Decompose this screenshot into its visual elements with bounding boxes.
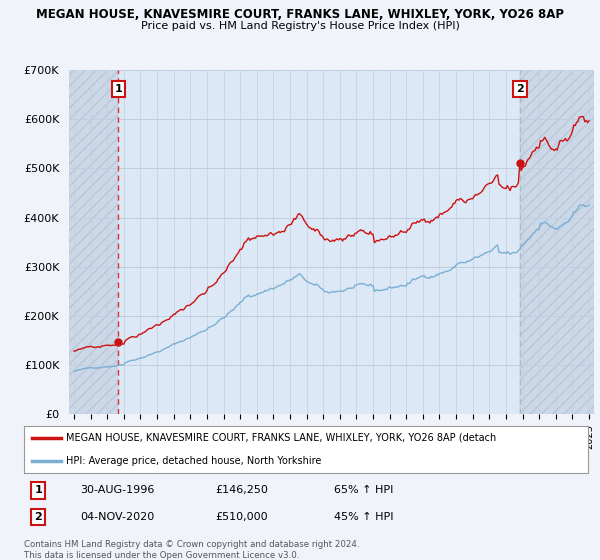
Text: MEGAN HOUSE, KNAVESMIRE COURT, FRANKS LANE, WHIXLEY, YORK, YO26 8AP: MEGAN HOUSE, KNAVESMIRE COURT, FRANKS LA… <box>36 8 564 21</box>
Text: 65% ↑ HPI: 65% ↑ HPI <box>334 486 394 496</box>
Text: 45% ↑ HPI: 45% ↑ HPI <box>334 512 394 522</box>
Text: Contains HM Land Registry data © Crown copyright and database right 2024.
This d: Contains HM Land Registry data © Crown c… <box>24 540 359 560</box>
Text: £510,000: £510,000 <box>216 512 268 522</box>
Text: HPI: Average price, detached house, North Yorkshire: HPI: Average price, detached house, Nort… <box>66 456 322 466</box>
Text: 30-AUG-1996: 30-AUG-1996 <box>80 486 155 496</box>
Text: 1: 1 <box>115 84 122 94</box>
Text: 04-NOV-2020: 04-NOV-2020 <box>80 512 155 522</box>
Text: 1: 1 <box>34 486 42 496</box>
Bar <box>69 70 118 414</box>
Text: £146,250: £146,250 <box>216 486 269 496</box>
Text: MEGAN HOUSE, KNAVESMIRE COURT, FRANKS LANE, WHIXLEY, YORK, YO26 8AP (detach: MEGAN HOUSE, KNAVESMIRE COURT, FRANKS LA… <box>66 432 497 442</box>
Bar <box>520 70 594 414</box>
Text: 2: 2 <box>516 84 524 94</box>
Text: 2: 2 <box>34 512 42 522</box>
Text: Price paid vs. HM Land Registry's House Price Index (HPI): Price paid vs. HM Land Registry's House … <box>140 21 460 31</box>
